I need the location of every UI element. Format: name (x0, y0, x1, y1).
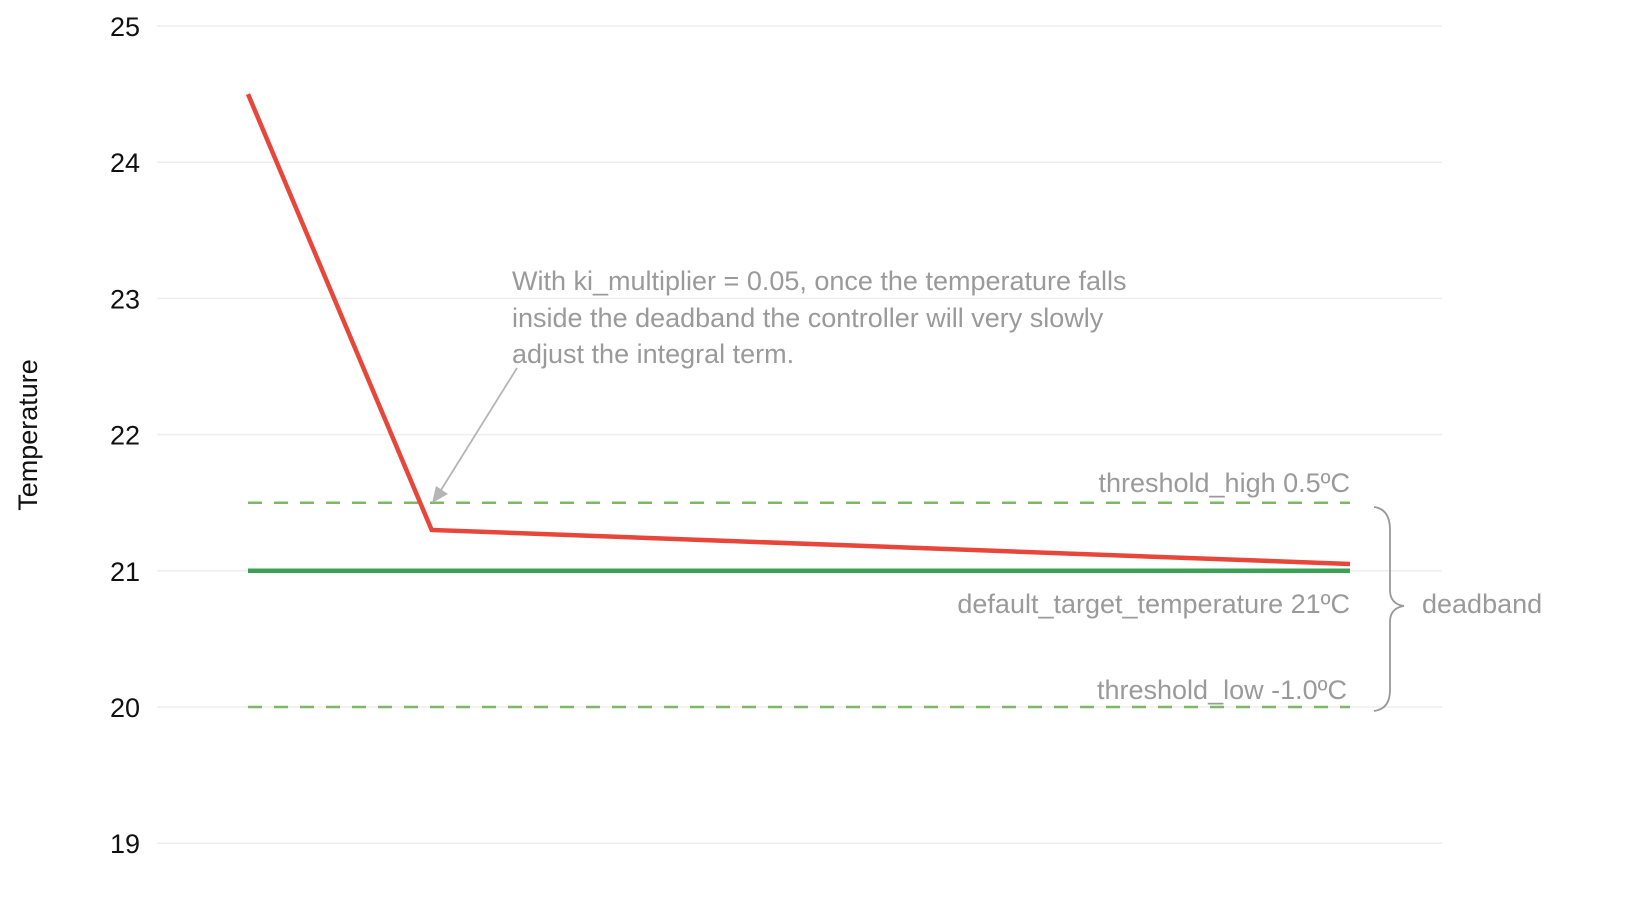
threshold-high-label: threshold_high 0.5ºC (1098, 468, 1350, 498)
y-tick-label: 22 (110, 421, 140, 451)
y-tick-label: 23 (110, 284, 140, 314)
deadband-label: deadband (1422, 589, 1542, 619)
y-tick-label: 20 (110, 693, 140, 723)
annotation-line-3: adjust the integral term. (512, 339, 794, 369)
annotation-arrowhead (432, 486, 448, 503)
deadband-brace (1373, 506, 1405, 712)
annotation-line-2: inside the deadband the controller will … (512, 303, 1104, 333)
threshold-low-label: threshold_low -1.0ºC (1097, 675, 1347, 705)
y-tick-label: 25 (110, 12, 140, 42)
series-line (245, 93, 1351, 567)
y-axis-label: Temperature (13, 359, 43, 511)
annotation-line-1: With ki_multiplier = 0.05, once the temp… (512, 266, 1127, 296)
target-temperature-label: default_target_temperature 21ºC (957, 589, 1350, 619)
y-tick-label: 24 (110, 148, 140, 178)
annotation-arrow (440, 367, 518, 491)
y-tick-label: 19 (110, 829, 140, 859)
y-tick-label: 21 (110, 557, 140, 587)
